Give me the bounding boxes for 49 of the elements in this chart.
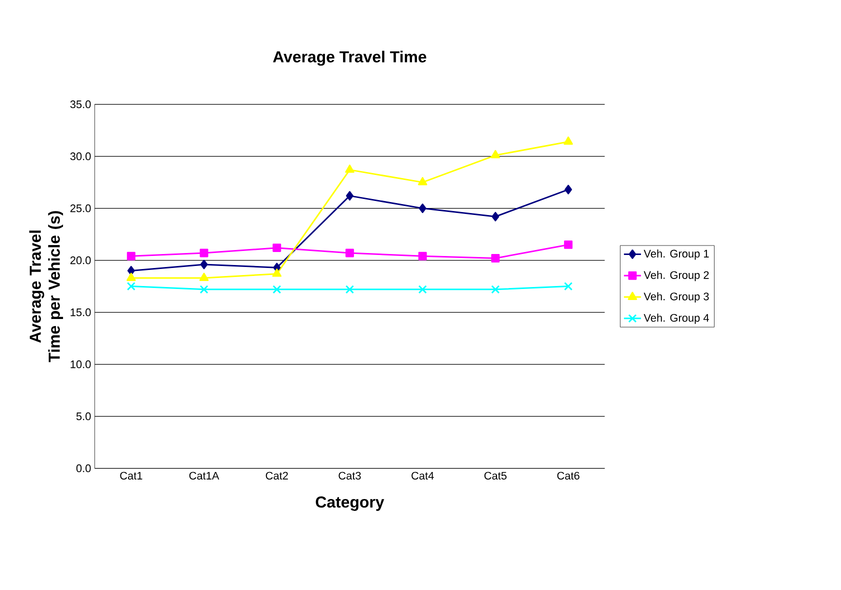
point	[564, 282, 573, 291]
point	[126, 272, 136, 281]
x-tick-label: Cat6	[557, 472, 580, 480]
legend-label: Veh. Group 1	[644, 250, 709, 260]
point	[200, 260, 208, 270]
x-tick-label: Cat5	[484, 472, 507, 480]
point	[564, 184, 572, 194]
y-tick-label: 5.0	[76, 412, 91, 420]
point	[418, 285, 427, 294]
x-tick-label: Cat3	[338, 472, 361, 480]
point	[345, 164, 354, 173]
x-tick-label: Cat1	[120, 472, 142, 480]
point	[345, 248, 354, 258]
y-tick-label: 30.0	[70, 152, 91, 160]
y-tick-label: 20.0	[70, 256, 91, 264]
x-axis-title: Category	[316, 496, 384, 511]
point	[418, 252, 427, 260]
point	[200, 285, 208, 294]
point	[491, 285, 500, 294]
y-tick-label: 15.0	[70, 308, 91, 316]
point	[491, 254, 500, 262]
point	[272, 285, 282, 294]
point	[564, 240, 573, 249]
point	[272, 268, 282, 277]
point	[418, 177, 428, 186]
point	[126, 282, 136, 291]
point	[564, 136, 573, 145]
legend-label: Veh. Group 4	[644, 314, 709, 324]
point	[200, 248, 208, 258]
y-tick-label: 35.0	[70, 100, 91, 108]
x-tick-label: Cat1A	[189, 472, 220, 480]
point	[126, 252, 136, 260]
point	[345, 285, 354, 294]
y-tick-label: 0.0	[76, 464, 91, 472]
point	[490, 150, 500, 158]
y-tick-label: 10.0	[70, 360, 91, 368]
point	[418, 204, 426, 214]
y-tick-label: 25.0	[70, 204, 91, 212]
point	[346, 191, 354, 201]
legend-label: Veh. Group 2	[644, 270, 709, 282]
y-axis-title: Average Travel Time per Vehicle (s)	[29, 211, 64, 362]
point	[272, 244, 282, 252]
point	[492, 212, 500, 222]
x-tick-label: Cat4	[412, 472, 434, 480]
point	[199, 272, 209, 281]
legend-label: Veh. Group 3	[644, 292, 709, 302]
x-tick-label: Cat2	[266, 472, 288, 480]
point	[127, 266, 135, 276]
chart-title: Average Travel Time	[273, 50, 426, 66]
